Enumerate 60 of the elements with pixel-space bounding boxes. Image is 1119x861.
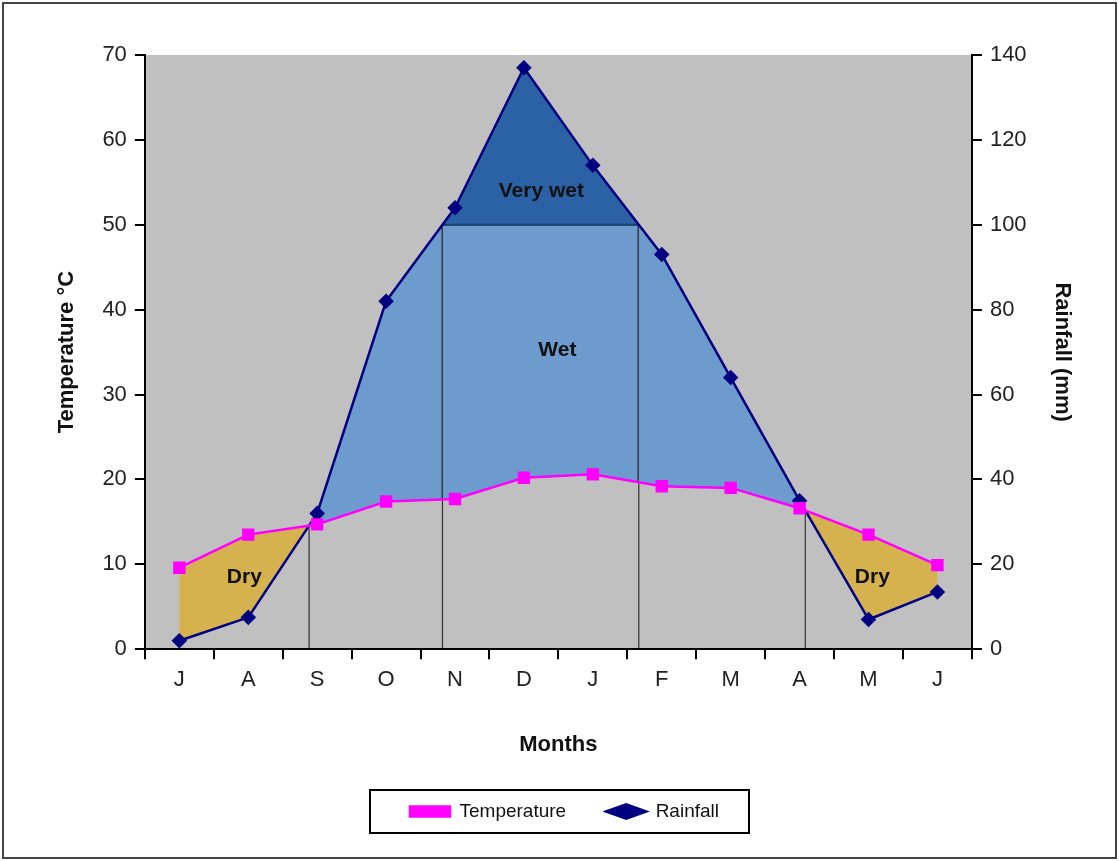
x-tick-label: N <box>447 666 463 692</box>
x-tick-label: A <box>792 666 808 692</box>
y-tick-label: 50 <box>102 210 127 236</box>
point <box>378 293 394 309</box>
point <box>586 468 600 481</box>
point <box>517 471 531 484</box>
point <box>861 612 876 627</box>
annotation: Very wet <box>498 178 584 202</box>
y2-tick-label: 100 <box>989 210 1027 236</box>
legend-label: Rainfall <box>655 799 720 821</box>
y-tick-label: 60 <box>102 125 127 151</box>
y2-tick-label: 20 <box>989 550 1015 576</box>
point <box>793 502 806 515</box>
point <box>724 481 737 495</box>
y2-axis-title: Rainfall (mm) <box>1050 282 1076 422</box>
point <box>654 247 670 262</box>
point <box>723 370 738 385</box>
y2-tick-label: 120 <box>989 125 1027 151</box>
x-tick-label: S <box>309 666 325 692</box>
x-tick-label: F <box>655 666 669 692</box>
y-tick-label: 0 <box>114 635 127 661</box>
y2-tick-label: 40 <box>989 465 1015 491</box>
point <box>655 480 668 493</box>
point <box>447 200 463 216</box>
point <box>585 158 601 173</box>
y2-tick-label: 0 <box>989 635 1003 661</box>
x-tick-label: M <box>859 666 878 692</box>
y2-tick-label: 140 <box>989 41 1027 67</box>
x-tick-label: D <box>515 666 532 692</box>
y-tick-label: 40 <box>102 295 127 321</box>
point <box>173 561 186 574</box>
y-tick-label: 30 <box>102 380 127 406</box>
y2-tick-label: 80 <box>989 295 1015 321</box>
x-tick-label: A <box>240 666 256 692</box>
x-axis-title: Months <box>519 730 598 756</box>
point <box>379 495 393 508</box>
y-tick-label: 70 <box>102 41 127 67</box>
point <box>862 528 875 541</box>
y-axis-title: Temperature °C <box>53 270 79 434</box>
point <box>242 528 255 541</box>
point <box>448 492 462 506</box>
y2-tick-label: 60 <box>989 380 1015 406</box>
y-tick-label: 10 <box>102 550 127 576</box>
point <box>309 506 325 521</box>
x-tick-label: J <box>173 666 185 692</box>
point <box>172 633 187 648</box>
x-tick-label: M <box>721 666 740 692</box>
annotation: Dry <box>854 563 891 587</box>
point <box>930 584 945 600</box>
point <box>310 518 324 531</box>
x-tick-label: J <box>931 666 943 692</box>
legend-label: Temperature <box>459 799 567 821</box>
y-tick-label: 20 <box>102 465 127 491</box>
annotation: Wet <box>538 337 577 361</box>
point <box>241 610 256 625</box>
x-tick-label: J <box>587 666 599 692</box>
point <box>931 558 944 572</box>
x-tick-label: O <box>377 666 395 692</box>
annotation: Dry <box>226 564 263 588</box>
point <box>516 60 532 75</box>
